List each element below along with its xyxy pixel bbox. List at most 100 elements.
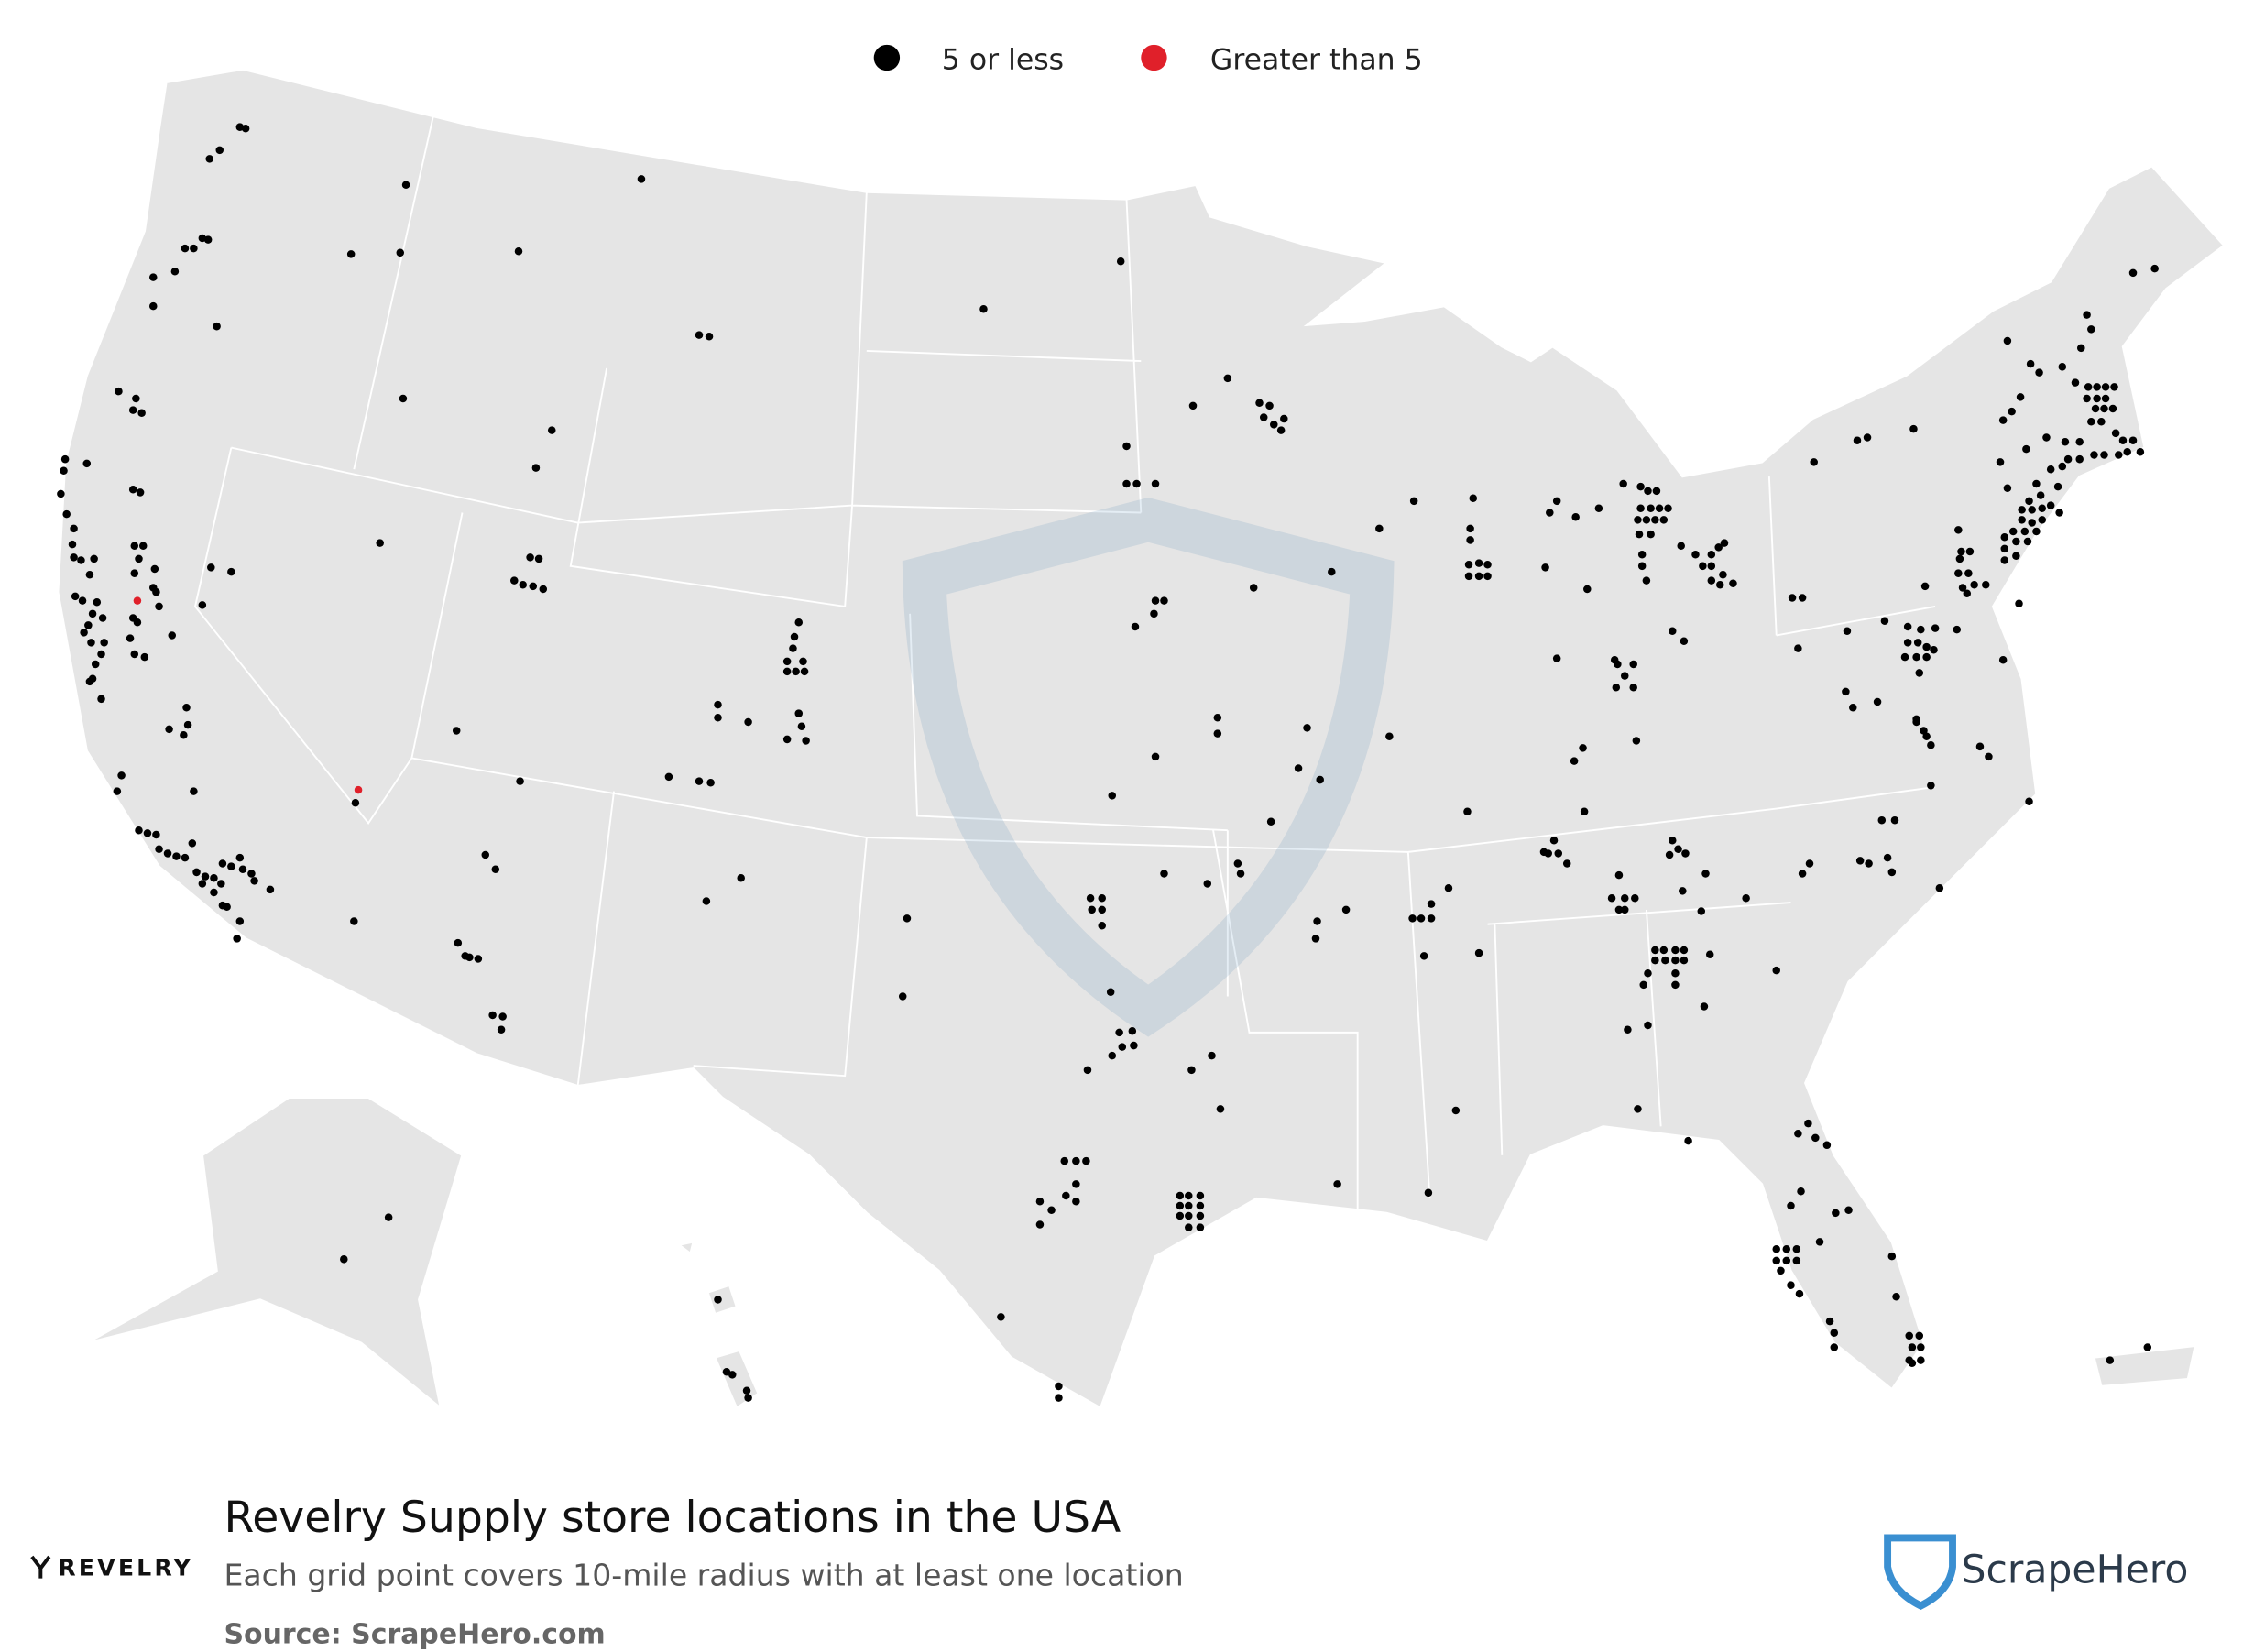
location-dot [80, 629, 88, 637]
location-dot [714, 700, 722, 709]
location-dot [68, 540, 77, 549]
location-dot [1887, 868, 1897, 877]
location-dot [797, 722, 806, 731]
location-dot [1873, 697, 1882, 706]
location-dot [1684, 1136, 1692, 1145]
location-dot [399, 394, 408, 403]
location-dot [1427, 914, 1436, 923]
location-dot [1849, 704, 1857, 712]
location-dot [800, 667, 809, 676]
location-dot [198, 601, 207, 609]
location-dot [1844, 1206, 1853, 1214]
location-dot [1998, 416, 2008, 424]
location-dot [1265, 401, 1274, 410]
location-dot [1213, 714, 1222, 722]
location-dot [1607, 894, 1616, 903]
location-dot [1571, 512, 1580, 521]
location-dot [2083, 311, 2091, 319]
location-dot [1098, 921, 1106, 930]
location-dot [1619, 479, 1627, 488]
location-dot [2026, 359, 2035, 368]
location-dot [140, 652, 149, 662]
location-dot [782, 667, 792, 676]
hawaii [676, 1240, 760, 1410]
location-dot [130, 542, 139, 551]
location-dot [1160, 870, 1168, 878]
location-dot [1644, 1021, 1652, 1030]
location-dot [266, 885, 275, 894]
location-dot [2018, 516, 2026, 524]
location-dot [130, 650, 139, 659]
location-dot [1913, 639, 1922, 647]
location-dot [181, 244, 190, 253]
location-dot [2058, 363, 2067, 371]
location-dot [722, 1367, 731, 1376]
location-dot [714, 714, 722, 722]
publisher-logo: ScrapeHero [1961, 1548, 2188, 1592]
location-dot [1276, 426, 1286, 434]
location-dot [1341, 905, 1351, 914]
location-dot [1185, 1223, 1193, 1231]
location-dot [1444, 884, 1453, 892]
location-dot [1729, 579, 1737, 587]
location-dot [1062, 1191, 1070, 1200]
location-dot [155, 602, 163, 611]
location-dot [1830, 1343, 1839, 1351]
location-dot [1176, 1201, 1185, 1210]
location-dot [1772, 1245, 1780, 1253]
location-dot [2100, 451, 2108, 459]
location-dot [1035, 1198, 1045, 1206]
location-dot [2118, 436, 2128, 444]
location-dot [1930, 645, 1938, 654]
location-dot [1920, 582, 1930, 591]
location-dot [227, 567, 235, 576]
location-dot [82, 459, 92, 468]
location-dot [1843, 627, 1852, 635]
location-dot [2110, 383, 2118, 391]
location-dot [2008, 527, 2018, 536]
location-dot [2071, 378, 2080, 387]
location-dot [1196, 1201, 1205, 1210]
location-dot [1922, 652, 1931, 662]
location-dot [2101, 383, 2110, 391]
location-dot [1216, 1105, 1225, 1113]
location-dot [519, 581, 527, 589]
location-dot [2128, 436, 2138, 444]
location-dot [85, 677, 94, 686]
location-dot [1935, 884, 1944, 892]
location-dot [2063, 454, 2073, 464]
location-dot [695, 331, 704, 339]
location-dot [1185, 1201, 1193, 1210]
location-dot [1965, 547, 1975, 556]
location-dot [2018, 506, 2026, 514]
location-dot [497, 1025, 506, 1034]
location-dot [1132, 479, 1141, 488]
location-dot [1855, 857, 1865, 865]
location-dot [1131, 622, 1140, 631]
title: Revelry Supply store locations in the US… [224, 1493, 1121, 1543]
location-dot [135, 826, 143, 835]
location-dot [744, 1394, 752, 1402]
location-dot [2038, 504, 2046, 513]
location-dot [1333, 1180, 1341, 1188]
location-dot [1782, 1245, 1791, 1253]
location-dot [218, 859, 227, 868]
location-dot [1927, 740, 1935, 749]
location-dot [1115, 1028, 1123, 1037]
location-dot [1474, 572, 1483, 581]
location-dot [181, 853, 190, 862]
location-dot [2101, 394, 2110, 403]
location-dot [1903, 639, 1912, 647]
location-dot [705, 332, 714, 341]
location-dot [1118, 1043, 1127, 1051]
location-dot [152, 830, 160, 839]
location-dot [1637, 550, 1647, 559]
location-dot [789, 644, 797, 652]
location-dot [163, 849, 172, 858]
location-dot [1644, 487, 1652, 496]
location-dot [180, 730, 188, 739]
location-dot [979, 305, 988, 313]
location-dot [1223, 374, 1232, 383]
location-dots [57, 123, 2159, 1402]
location-dot [1637, 562, 1647, 571]
